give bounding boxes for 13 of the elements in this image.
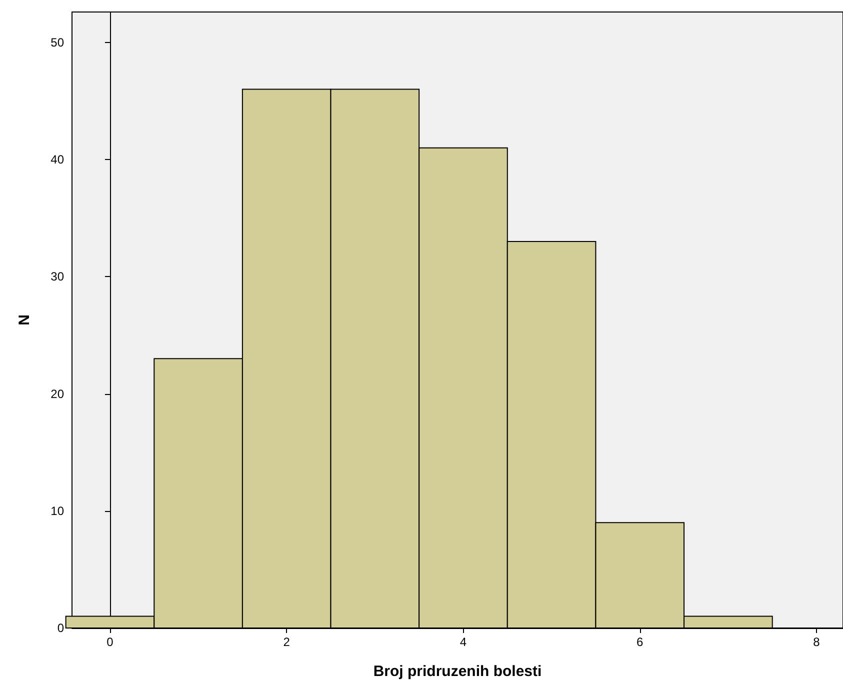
y-tick-label: 50 [50,35,64,50]
x-tick-label: 6 [636,635,644,649]
x-tick-label: 0 [106,635,114,649]
y-tick-label: 0 [57,621,64,635]
x-axis-title: Broj pridruzenih bolesti [373,663,542,680]
x-tick-label: 4 [460,635,467,649]
y-tick-label: 20 [50,386,64,401]
x-tick-label: 2 [283,635,290,649]
x-tick-label: 8 [813,635,820,649]
y-tick-label: 10 [50,504,64,518]
y-tick-label: 30 [50,270,64,284]
y-axis-title: N [16,314,33,326]
y-tick-label: 40 [50,152,64,167]
